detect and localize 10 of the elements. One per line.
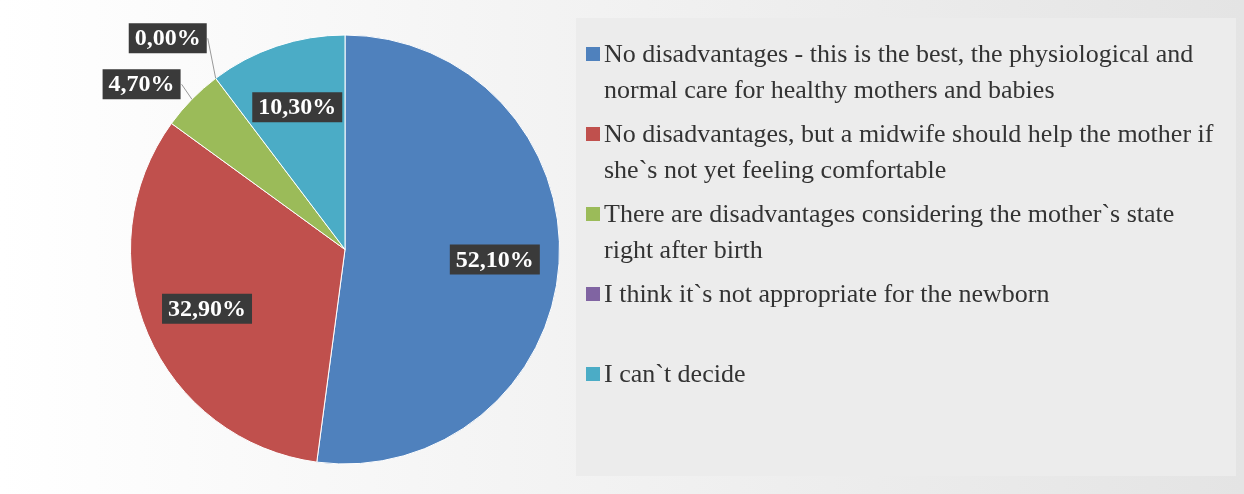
- legend-label: There are disadvantages considering the mother`s state right after birth: [604, 198, 1176, 266]
- legend-label: No disadvantages, but a midwife should help the mother if she`s not yet feeling comfortable: [604, 118, 1215, 186]
- legend-label: No disadvantages - this is the best, the physiological and normal care for healthy mothers and babies: [604, 38, 1195, 106]
- data-label: 32,90%: [168, 294, 247, 321]
- data-label: 10,30%: [258, 93, 337, 120]
- data-label: 4,70%: [108, 70, 175, 97]
- data-label: 52,10%: [455, 245, 534, 272]
- text: 0,00%: [134, 24, 201, 51]
- legend-label: I think it`s not appropriate for the newborn: [604, 278, 1050, 310]
- legend-label: I can`t decide: [604, 358, 746, 390]
